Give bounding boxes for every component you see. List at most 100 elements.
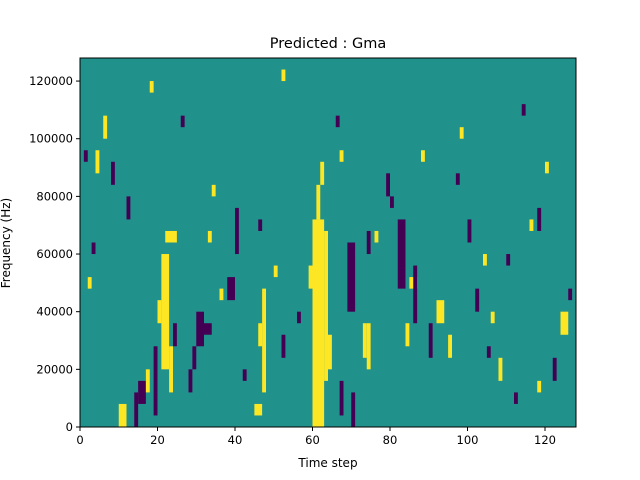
heatmap-cell-low bbox=[347, 242, 356, 312]
heatmap-cell-low bbox=[467, 219, 472, 243]
heatmap-cell-high bbox=[421, 150, 425, 162]
heatmap-cell-high bbox=[254, 403, 263, 416]
heatmap-cell-high bbox=[316, 184, 321, 220]
heatmap-cell-high bbox=[118, 403, 127, 427]
heatmap-cell-high bbox=[281, 69, 286, 82]
heatmap-cell-low bbox=[204, 323, 212, 335]
heatmap-cell-low bbox=[521, 104, 526, 116]
heatmap-cell-low bbox=[366, 230, 371, 255]
heatmap-cell-high bbox=[219, 288, 224, 301]
x-axis-label: Time step bbox=[297, 456, 357, 470]
heatmap-cell-low bbox=[514, 392, 518, 404]
heatmap-cell-high bbox=[405, 323, 410, 347]
heatmap-cell-high bbox=[529, 219, 534, 231]
heatmap-cell-low bbox=[537, 207, 542, 231]
heatmap-cell-high bbox=[87, 277, 92, 289]
heatmap-cell-low bbox=[242, 369, 247, 381]
heatmap-cell-low bbox=[335, 115, 340, 128]
heatmap-cell-high bbox=[273, 265, 278, 278]
y-axis-label: Frequency (Hz) bbox=[0, 198, 13, 289]
heatmap-cell-low bbox=[552, 357, 557, 381]
heatmap-cell-low bbox=[180, 115, 185, 128]
heatmap-cell-high bbox=[149, 81, 154, 93]
x-tick-label: 0 bbox=[76, 433, 83, 447]
y-tick-label: 80000 bbox=[36, 189, 73, 203]
heatmap-cell-low bbox=[91, 242, 96, 255]
plot-frame bbox=[79, 57, 577, 428]
heatmap-cell-low bbox=[83, 150, 88, 162]
x-tick-label: 80 bbox=[383, 433, 398, 447]
y-tick-label: 40000 bbox=[36, 305, 73, 319]
heatmap-cell-high bbox=[320, 161, 325, 185]
heatmap-cell-low bbox=[351, 392, 356, 427]
heatmap-cell-low bbox=[227, 277, 235, 301]
heatmap-cell-low bbox=[235, 207, 239, 255]
heatmap-cell-high bbox=[498, 357, 503, 381]
heatmap-cell-high bbox=[362, 323, 367, 358]
heatmap-cell-high bbox=[366, 323, 371, 370]
heatmap-cell-low bbox=[386, 173, 390, 197]
heatmap-cell-high bbox=[312, 219, 325, 427]
heatmap-cell-high bbox=[161, 254, 170, 370]
y-axis: 0 20000 40000 60000 80000 100000 120000 bbox=[29, 74, 80, 434]
heatmap-cell-high bbox=[490, 311, 495, 324]
heatmap-cell-high bbox=[308, 265, 313, 289]
heatmap-cell-high bbox=[103, 115, 108, 139]
heatmap-cell-high bbox=[339, 150, 344, 162]
x-tick-label: 60 bbox=[305, 433, 320, 447]
heatmap-cell-low bbox=[192, 346, 197, 370]
heatmap-cell-low bbox=[475, 288, 480, 312]
heatmap-cell-low bbox=[173, 323, 177, 347]
y-tick-label: 20000 bbox=[36, 362, 73, 376]
chart-title: Predicted : Gma bbox=[270, 36, 386, 52]
heatmap-cell-high bbox=[258, 323, 263, 347]
heatmap-cell-low bbox=[486, 346, 491, 358]
heatmap-cell-high bbox=[448, 334, 452, 358]
y-tick-label: 60000 bbox=[36, 247, 73, 261]
heatmap-cell-high bbox=[95, 150, 100, 174]
heatmap-cell-high bbox=[207, 230, 212, 243]
heatmap-cell-low bbox=[126, 196, 131, 220]
heatmap-cell-high bbox=[169, 346, 173, 393]
heatmap-cell-low bbox=[281, 334, 286, 358]
heatmap-cell-low bbox=[258, 219, 263, 231]
heatmap-cell-low bbox=[339, 380, 344, 416]
heatmap-cell-high bbox=[165, 230, 177, 243]
heatmap-cell-low bbox=[455, 173, 460, 185]
heatmap-cell-high bbox=[328, 334, 332, 370]
heatmap-cell-low bbox=[188, 369, 193, 393]
heatmap-cell-high bbox=[545, 161, 549, 174]
heatmap-cell-low bbox=[134, 392, 139, 427]
heatmap-cell-low bbox=[111, 161, 115, 185]
x-tick-label: 100 bbox=[457, 433, 479, 447]
heatmap-cell-high bbox=[324, 230, 328, 381]
heatmap-cell-low bbox=[428, 323, 433, 358]
heatmap-cell-high bbox=[459, 127, 464, 139]
heatmap-cell-high bbox=[436, 300, 445, 324]
heatmap-cell-low bbox=[568, 288, 573, 301]
heatmap-cell-low bbox=[196, 311, 204, 347]
x-tick-label: 120 bbox=[534, 433, 556, 447]
heatmap-cell-low bbox=[506, 254, 511, 266]
heatmap-cell-low bbox=[153, 346, 158, 416]
x-tick-label: 40 bbox=[228, 433, 243, 447]
heatmap-cell-low bbox=[413, 265, 418, 324]
heatmap-cell-high bbox=[262, 288, 266, 393]
heatmap-cell-high bbox=[145, 369, 150, 393]
heatmap-cell-high bbox=[537, 380, 542, 393]
heatmap-cell-low bbox=[297, 311, 301, 324]
heatmap-cell-low bbox=[397, 219, 406, 289]
x-axis: 0 20 40 60 80 100 120 bbox=[76, 427, 556, 447]
heatmap-cell-low bbox=[390, 196, 394, 208]
y-tick-label: 100000 bbox=[29, 132, 73, 146]
x-tick-label: 20 bbox=[150, 433, 165, 447]
heatmap-cell-high bbox=[483, 254, 487, 266]
heatmap-cell-high bbox=[211, 184, 216, 197]
y-tick-label: 0 bbox=[66, 420, 73, 434]
heatmap-cell-low bbox=[138, 380, 146, 404]
heatmap-cell-high bbox=[157, 300, 162, 324]
heatmap-cell-high bbox=[560, 311, 569, 335]
y-tick-label: 120000 bbox=[29, 74, 73, 88]
heatmap-cell-high bbox=[374, 230, 379, 243]
